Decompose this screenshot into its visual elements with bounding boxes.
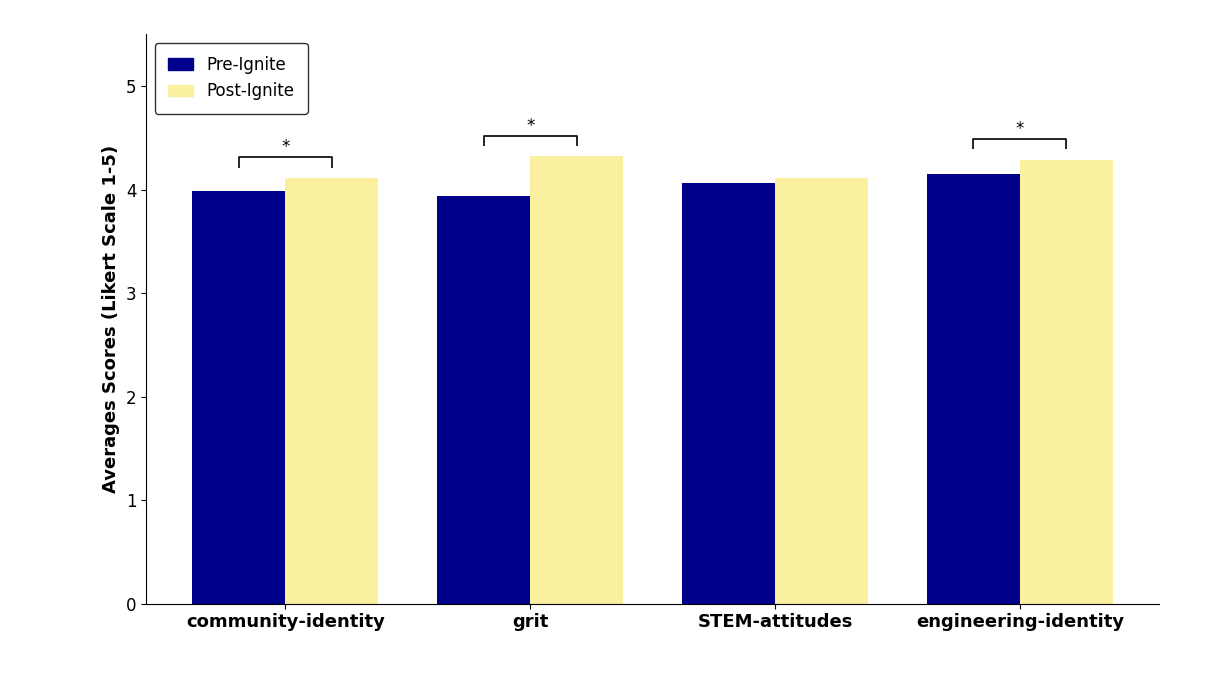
Bar	[437, 196, 531, 604]
Y-axis label: Averages Scores (Likert Scale 1-5): Averages Scores (Likert Scale 1-5)	[102, 145, 121, 493]
Bar	[927, 174, 1020, 604]
Bar	[193, 191, 285, 604]
Bar	[1020, 160, 1113, 604]
Text: *: *	[1016, 120, 1024, 138]
Bar	[531, 156, 623, 604]
Legend: Pre-Ignite, Post-Ignite: Pre-Ignite, Post-Ignite	[155, 43, 307, 114]
Bar	[682, 183, 775, 604]
Bar	[775, 178, 869, 604]
Text: *: *	[282, 139, 289, 156]
Text: *: *	[526, 117, 534, 134]
Bar	[285, 178, 378, 604]
